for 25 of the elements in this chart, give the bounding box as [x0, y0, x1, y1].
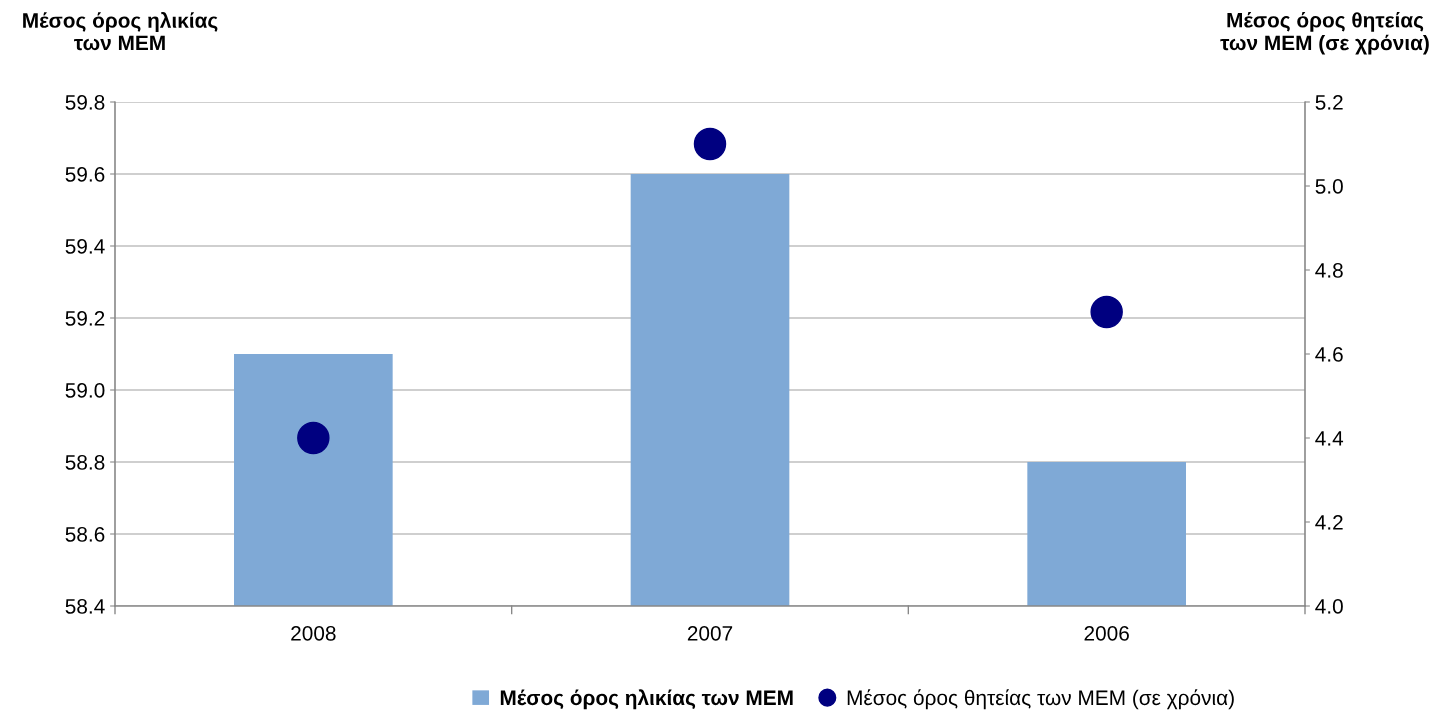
x-tick-label: 2006 [1084, 625, 1129, 641]
x-tick-label: 2008 [291, 625, 336, 641]
y-tick-label: 59.4 [65, 239, 105, 254]
x-tick-label: 2007 [687, 625, 733, 641]
y-tick-label: 59.2 [65, 311, 105, 326]
y-axis-title: Μέσος όρος ηλικίας των ΜΕΜ [23, 12, 218, 51]
y2-tick-label: 5.0 [1315, 179, 1343, 194]
y2-tick-label: 4.8 [1315, 263, 1343, 278]
y2-tick-label: 5.2 [1315, 95, 1343, 110]
y-tick-label: 58.8 [65, 455, 105, 470]
legend-label: Μέσος όρος θητείας των ΜΕΜ (σε χρόνια) [847, 689, 1234, 710]
legend-label: Μέσος όρος ηλικίας των ΜΕΜ [500, 689, 793, 710]
point [693, 127, 727, 161]
y2-tick-label: 4.0 [1315, 599, 1343, 614]
y-tick-label: 58.6 [65, 527, 105, 542]
y2-tick-label: 4.4 [1315, 431, 1344, 446]
y-tick-label: 59.8 [65, 95, 105, 110]
point [1090, 295, 1123, 329]
y2-tick-label: 4.6 [1315, 347, 1343, 362]
y2-tick-label: 4.2 [1315, 515, 1343, 530]
y-tick-label: 59.6 [65, 167, 105, 182]
point [297, 421, 330, 455]
y-tick-label: 59.0 [65, 383, 105, 398]
y-tick-label: 58.4 [65, 599, 105, 614]
y2-axis-title: Μέσος όρος θητείας των ΜΕΜ (σε χρόνια) [1220, 12, 1429, 55]
